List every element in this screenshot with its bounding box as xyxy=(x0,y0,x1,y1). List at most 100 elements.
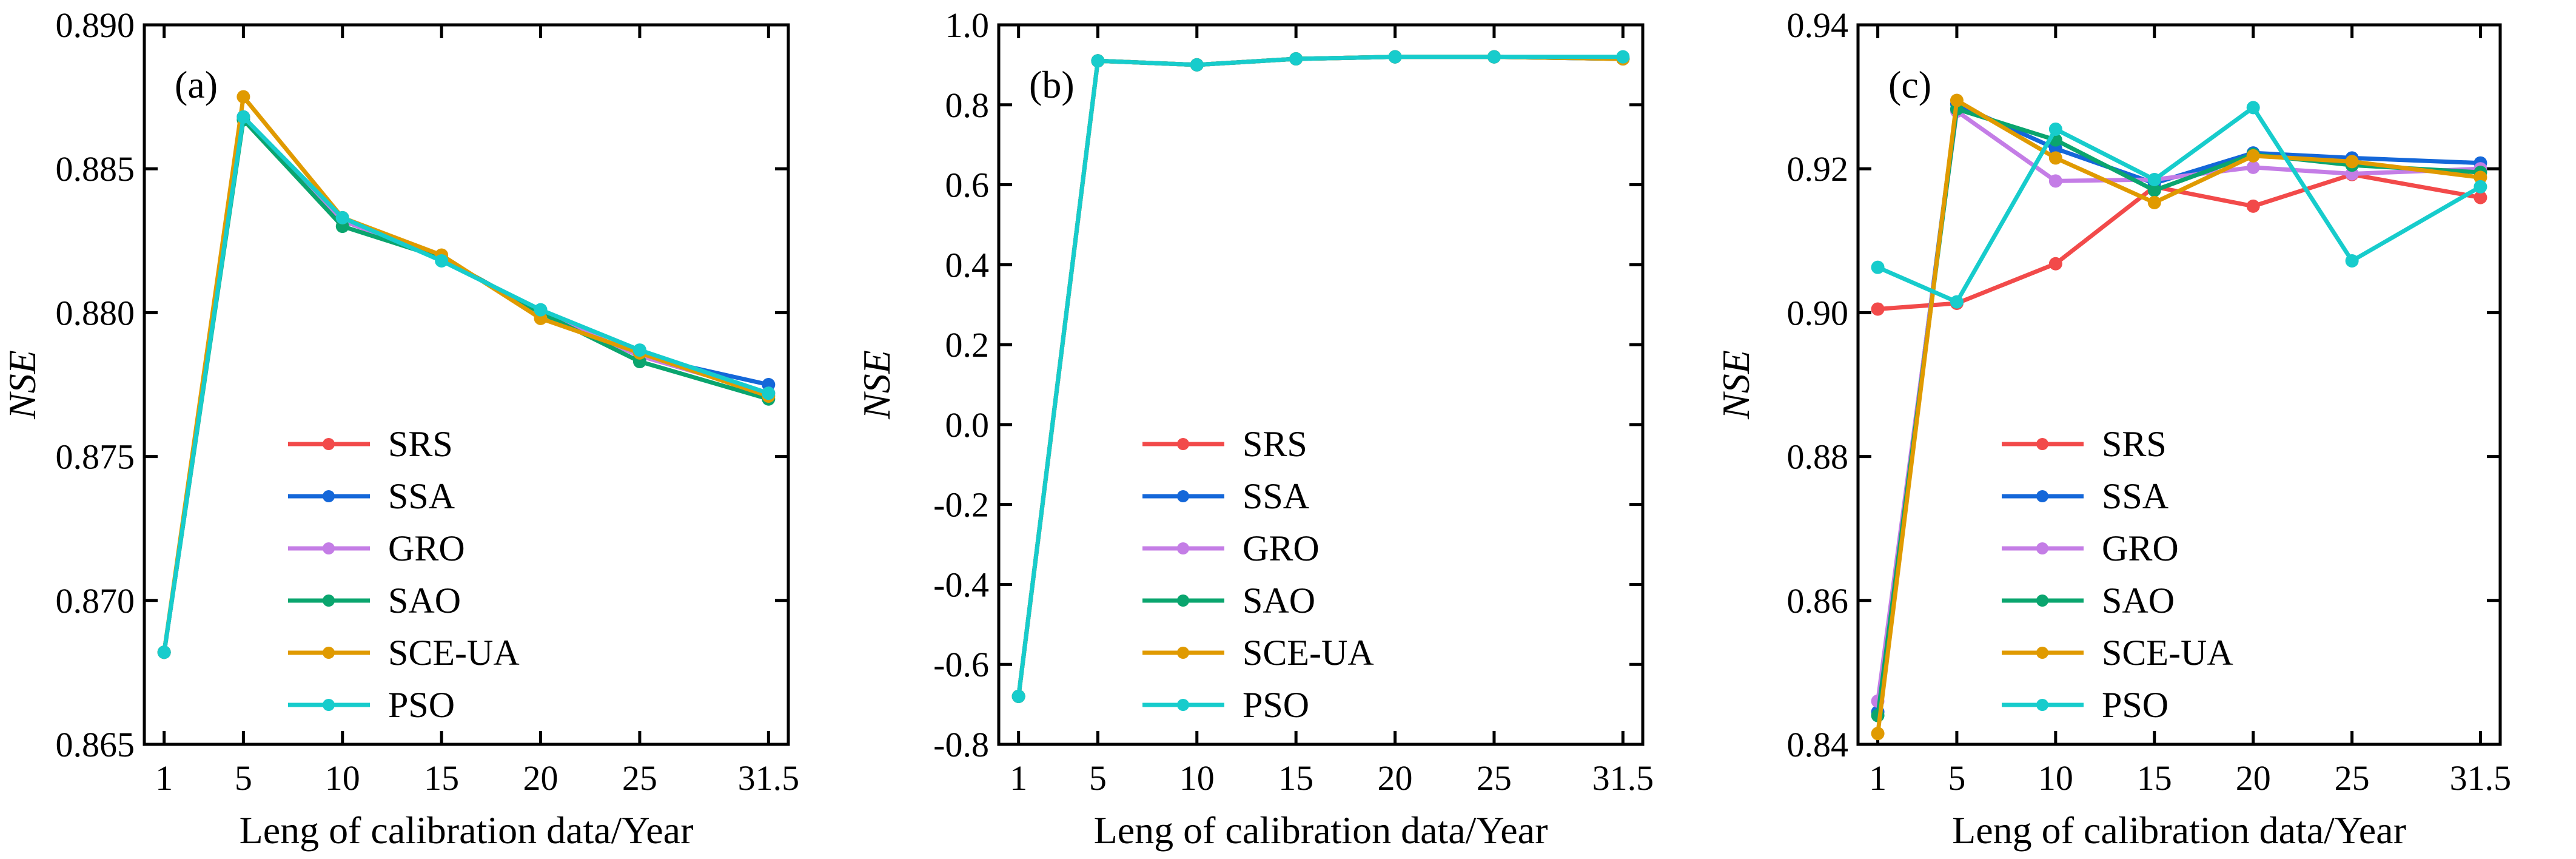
series-line-pso xyxy=(162,115,770,653)
legend-marker xyxy=(1177,542,1189,554)
y-tick-label: -0.8 xyxy=(933,725,989,764)
data-point-pso xyxy=(1487,50,1501,64)
x-tick-label: 15 xyxy=(424,758,459,798)
y-tick-label: 1.0 xyxy=(945,5,990,45)
x-tick-label: 20 xyxy=(2236,758,2271,798)
data-point-gro xyxy=(2048,174,2062,188)
y-tick-label: 0.92 xyxy=(1787,149,1849,189)
x-tick-label: 20 xyxy=(523,758,558,798)
x-tick-label: 1 xyxy=(1869,758,1887,798)
series-line-ssa xyxy=(1876,101,2481,713)
data-point-pso xyxy=(1289,52,1303,66)
data-point-pso xyxy=(1091,54,1105,68)
data-point-sce-ua xyxy=(2474,170,2487,184)
series-line-srs xyxy=(1016,55,1623,697)
legend-marker xyxy=(2036,542,2048,554)
x-tick-label: 25 xyxy=(622,758,657,798)
data-point-pso xyxy=(2474,180,2487,194)
legend-label: PSO xyxy=(2102,685,2168,725)
data-point-gro xyxy=(2246,160,2260,174)
legend-marker xyxy=(1177,595,1189,607)
data-point-srs xyxy=(2048,257,2062,271)
legend-label: GRO xyxy=(2102,528,2179,568)
y-tick-label: 0.8 xyxy=(945,86,990,125)
y-axis-label: NSE xyxy=(855,350,898,420)
data-point-pso xyxy=(1011,689,1025,703)
series-line-gro xyxy=(1876,109,2481,702)
x-tick-label: 15 xyxy=(1278,758,1313,798)
legend-label: PSO xyxy=(1243,685,1309,725)
x-tick-label: 10 xyxy=(325,758,360,798)
data-point-pso xyxy=(1950,295,1964,309)
y-tick-label: 0.88 xyxy=(1787,437,1849,477)
legend-marker xyxy=(2036,699,2048,711)
legend-marker xyxy=(323,542,335,554)
data-point-pso xyxy=(1871,260,1885,274)
legend-marker xyxy=(1177,490,1189,502)
legend-marker xyxy=(1177,647,1189,659)
x-tick-label: 31.5 xyxy=(2450,758,2512,798)
data-point-pso xyxy=(2048,122,2062,136)
x-tick-label: 25 xyxy=(1477,758,1512,798)
legend-marker xyxy=(323,647,335,659)
y-tick-label: 0.880 xyxy=(56,293,135,332)
data-point-pso xyxy=(1190,58,1204,72)
y-tick-label: 0.90 xyxy=(1787,293,1849,332)
data-point-srs xyxy=(2474,190,2487,204)
x-tick-label: 5 xyxy=(235,758,252,798)
legend-marker xyxy=(323,438,335,450)
y-tick-label: 0.870 xyxy=(56,581,135,621)
data-point-sao xyxy=(2147,183,2161,197)
data-point-pso xyxy=(762,386,776,400)
series-line-gro xyxy=(1016,55,1623,697)
data-point-sce-ua xyxy=(2048,151,2062,165)
data-point-pso xyxy=(2246,101,2260,115)
data-point-sce-ua xyxy=(2345,155,2359,169)
data-point-sce-ua xyxy=(2147,195,2161,209)
y-tick-label: 0.0 xyxy=(945,405,990,445)
legend-label: SCE-UA xyxy=(388,633,520,673)
x-tick-label: 15 xyxy=(2137,758,2172,798)
series-line-sao xyxy=(1016,55,1623,697)
y-tick-label: -0.2 xyxy=(933,485,989,525)
x-tick-label: 20 xyxy=(1378,758,1413,798)
y-tick-label: 0.84 xyxy=(1787,725,1849,764)
legend-label: PSO xyxy=(388,685,455,725)
x-axis-label: Leng of calibration data/Year xyxy=(1952,809,2406,852)
data-point-sce-ua xyxy=(2246,149,2260,163)
y-tick-label: 0.86 xyxy=(1787,581,1849,621)
y-tick-label: 0.2 xyxy=(945,325,990,365)
y-tick-label: 0.875 xyxy=(56,437,135,477)
y-tick-label: -0.4 xyxy=(933,565,989,604)
series-line-sao xyxy=(162,118,770,653)
series-line-gro xyxy=(162,115,770,653)
series-line-srs xyxy=(162,115,770,653)
x-axis-label: Leng of calibration data/Year xyxy=(1094,809,1548,852)
data-point-pso xyxy=(435,254,449,268)
data-point-pso xyxy=(632,343,646,357)
data-point-pso xyxy=(534,303,548,317)
data-point-sce-ua xyxy=(1871,727,1885,741)
legend-label: SSA xyxy=(1243,476,1309,516)
x-tick-label: 1 xyxy=(1010,758,1027,798)
legend-label: SSA xyxy=(2102,476,2168,516)
data-point-srs xyxy=(2246,199,2260,213)
x-tick-label: 25 xyxy=(2335,758,2370,798)
legend-label: SRS xyxy=(2102,424,2167,464)
panel-label: (b) xyxy=(1029,63,1075,106)
series-line-pso xyxy=(1016,55,1623,697)
legend-marker xyxy=(1177,699,1189,711)
series-line-pso xyxy=(1877,105,2482,305)
plot-frame xyxy=(143,23,790,746)
legend-marker xyxy=(2036,647,2048,659)
data-point-sce-ua xyxy=(1950,93,1964,107)
chart-panel-b: 1 5 10 15 20 25 31.5-0.8-0.6-0.4-0.20.00.20.40… xyxy=(855,5,1654,852)
series-line-sce-ua xyxy=(1016,55,1623,697)
y-axis-label: NSE xyxy=(1714,350,1757,420)
y-tick-label: -0.6 xyxy=(933,645,989,684)
data-point-sce-ua xyxy=(236,90,250,104)
legend-label: SSA xyxy=(388,476,455,516)
plot-frame xyxy=(1856,23,2502,746)
x-tick-label: 31.5 xyxy=(1592,758,1654,798)
